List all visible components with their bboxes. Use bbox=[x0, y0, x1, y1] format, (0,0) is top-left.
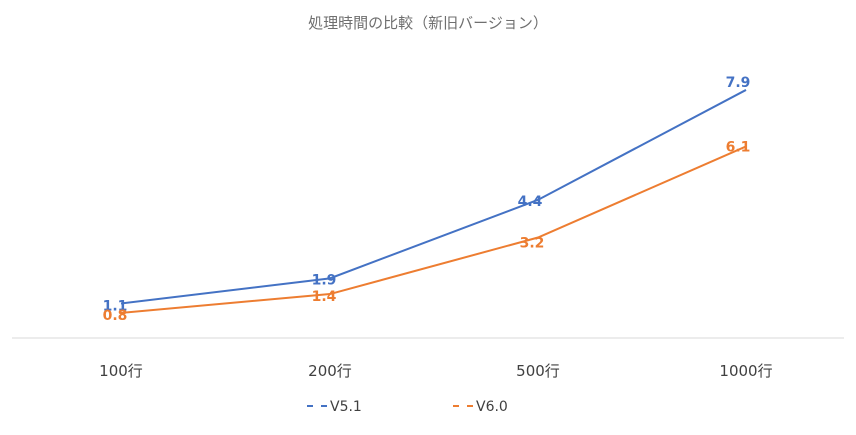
data-label: 3.2 bbox=[520, 236, 545, 252]
data-label: 1.9 bbox=[312, 272, 337, 288]
x-tick-label: 200行 bbox=[308, 362, 352, 380]
data-label: 4.4 bbox=[518, 194, 543, 210]
chart-title: 処理時間の比較（新旧バージョン） bbox=[308, 14, 548, 32]
series-line-v5-1 bbox=[120, 89, 747, 305]
legend-label: V5.1 bbox=[330, 399, 362, 415]
data-label: 7.9 bbox=[726, 75, 751, 91]
data-label: 1.4 bbox=[312, 289, 337, 305]
legend-label: V6.0 bbox=[476, 399, 508, 415]
data-label: 1.1 bbox=[103, 298, 128, 314]
x-tick-label: 500行 bbox=[516, 362, 560, 380]
data-label: 0.8 bbox=[103, 308, 128, 324]
series-line-v6-0 bbox=[120, 145, 747, 314]
data-label: 6.1 bbox=[726, 139, 751, 155]
x-tick-label: 1000行 bbox=[719, 362, 772, 380]
x-tick-label: 100行 bbox=[99, 362, 143, 380]
